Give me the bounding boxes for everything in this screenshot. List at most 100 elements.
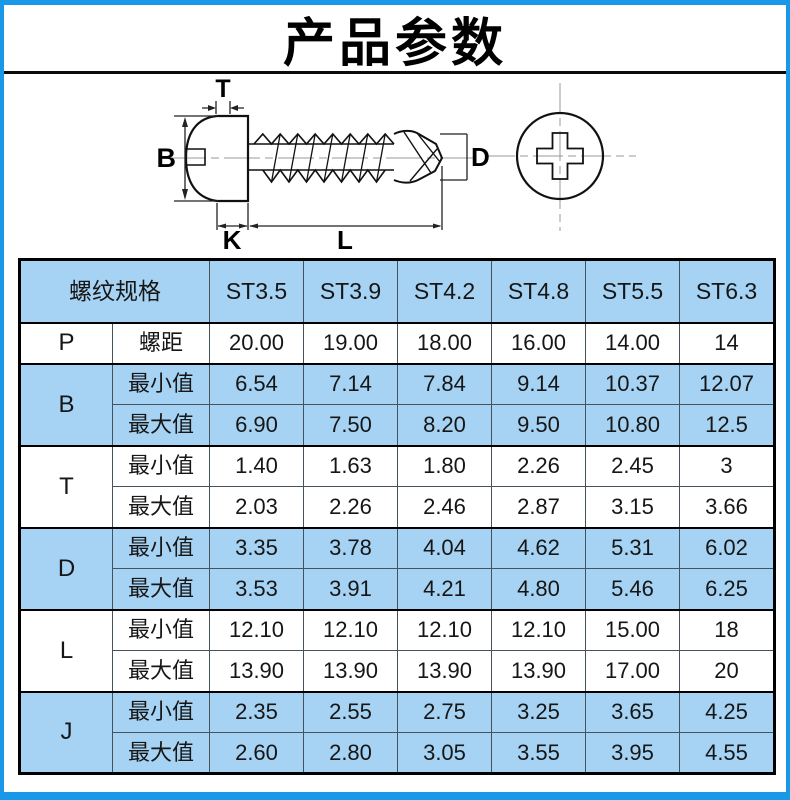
screw-head-slot (185, 148, 206, 166)
table-row: 最大值 13.90 13.90 13.90 13.90 17.00 20 (20, 650, 775, 692)
value-cell: 10.37 (585, 362, 680, 405)
value-cell: 2.80 (303, 732, 398, 774)
value-cell: 19.00 (303, 321, 398, 364)
value-cell: 3.91 (303, 568, 398, 610)
label-t: T (215, 75, 230, 103)
param-cell: D (19, 526, 113, 610)
value-cell: 9.50 (491, 404, 586, 446)
value-cell: 18.00 (397, 321, 492, 364)
size-header-cell: ST5.5 (585, 259, 680, 324)
value-cell: 13.90 (209, 650, 304, 692)
table-row: 最大值 2.60 2.80 3.05 3.55 3.95 4.55 (20, 732, 775, 774)
value-cell: 2.55 (303, 690, 398, 733)
value-cell: 13.90 (491, 650, 586, 692)
value-cell: 2.46 (397, 486, 492, 528)
table-row: J 最小值 2.35 2.55 2.75 3.25 3.65 4.25 (19, 690, 775, 774)
param-cell: L (19, 608, 113, 692)
value-cell: 3.78 (303, 526, 398, 569)
size-header-cell: ST3.9 (303, 259, 398, 324)
value-cell: 8.20 (397, 404, 492, 446)
value-cell: 3.35 (209, 526, 304, 569)
label-l: L (337, 225, 353, 255)
table-row: T 最小值 1.40 1.63 1.80 2.26 2.45 3 (19, 444, 775, 528)
value-cell: 15.00 (585, 608, 680, 651)
value-cell: 2.26 (491, 444, 586, 487)
value-cell: 14 (679, 321, 775, 364)
title-bar: 产品参数 (4, 5, 786, 74)
value-cell: 2.35 (209, 690, 304, 733)
value-cell: 14.00 (585, 321, 680, 364)
label-b: B (157, 143, 177, 173)
row-label-cell: 最小值 (112, 444, 210, 487)
value-cell: 6.02 (679, 526, 775, 569)
value-cell: 4.21 (397, 568, 492, 610)
value-cell: 6.90 (209, 404, 304, 446)
param-cell: B (19, 362, 113, 446)
value-cell: 1.40 (209, 444, 304, 487)
value-cell: 12.10 (491, 608, 586, 651)
value-cell: 6.54 (209, 362, 304, 405)
row-label-cell: 最大值 (112, 650, 210, 692)
value-cell: 2.87 (491, 486, 586, 528)
value-cell: 7.84 (397, 362, 492, 405)
page-title: 产品参数 (282, 14, 507, 73)
value-cell: 4.04 (397, 526, 492, 569)
row-label-cell: 最大值 (112, 568, 210, 610)
value-cell: 6.25 (679, 568, 775, 610)
value-cell: 20 (679, 650, 775, 692)
row-label-cell: 最大值 (112, 486, 210, 528)
table-row: 最大值 3.53 3.91 4.21 4.80 5.46 6.25 (20, 568, 775, 610)
table-row: P 螺距 20.00 19.00 18.00 16.00 14.00 14 (19, 321, 775, 364)
value-cell: 12.10 (209, 608, 304, 651)
table-row: 最大值 2.03 2.26 2.46 2.87 3.15 3.66 (20, 486, 775, 528)
value-cell: 12.5 (679, 404, 775, 446)
table-row: D 最小值 3.35 3.78 4.04 4.62 5.31 6.02 (19, 526, 775, 610)
value-cell: 4.55 (679, 732, 775, 774)
drill-point-flutes (403, 131, 441, 182)
centerlines (170, 83, 636, 231)
value-cell: 2.45 (585, 444, 680, 487)
value-cell: 4.80 (491, 568, 586, 610)
value-cell: 3.66 (679, 486, 775, 528)
value-cell: 12.10 (397, 608, 492, 651)
size-header-cell: ST4.8 (491, 259, 586, 324)
table-row: 最大值 6.90 7.50 8.20 9.50 10.80 12.5 (20, 404, 775, 446)
row-label-cell: 最小值 (112, 362, 210, 405)
table-row: B 最小值 6.54 7.14 7.84 9.14 10.37 12.07 (19, 362, 775, 446)
value-cell: 2.03 (209, 486, 304, 528)
size-header-cell: ST4.2 (397, 259, 492, 324)
dimension-labels: T B K L D (157, 75, 490, 255)
row-label-cell: 螺距 (112, 321, 210, 364)
screw-head-front-view (515, 111, 605, 201)
value-cell: 7.14 (303, 362, 398, 405)
row-label-cell: 最大值 (112, 404, 210, 446)
value-cell: 18 (679, 608, 775, 651)
value-cell: 1.63 (303, 444, 398, 487)
row-label-cell: 最小值 (112, 526, 210, 569)
value-cell: 12.10 (303, 608, 398, 651)
value-cell: 3.25 (491, 690, 586, 733)
screw-side-view (184, 114, 444, 203)
value-cell: 3.55 (491, 732, 586, 774)
value-cell: 7.50 (303, 404, 398, 446)
value-cell: 10.80 (585, 404, 680, 446)
value-cell: 13.90 (397, 650, 492, 692)
value-cell: 3.05 (397, 732, 492, 774)
dimension-lines (174, 101, 468, 230)
value-cell: 16.00 (491, 321, 586, 364)
value-cell: 5.31 (585, 526, 680, 569)
value-cell: 3.53 (209, 568, 304, 610)
phillips-cross-icon (536, 132, 584, 180)
spec-header-cell: 螺纹规格 (19, 259, 210, 324)
param-cell: J (19, 690, 113, 774)
value-cell: 3 (679, 444, 775, 487)
value-cell: 1.80 (397, 444, 492, 487)
value-cell: 5.46 (585, 568, 680, 610)
value-cell: 4.62 (491, 526, 586, 569)
value-cell: 2.75 (397, 690, 492, 733)
screw-diagram-svg: T B K L D (157, 75, 636, 255)
row-label-cell: 最小值 (112, 608, 210, 651)
head-circle (515, 111, 605, 201)
size-header-cell: ST3.5 (209, 259, 304, 324)
value-cell: 4.25 (679, 690, 775, 733)
